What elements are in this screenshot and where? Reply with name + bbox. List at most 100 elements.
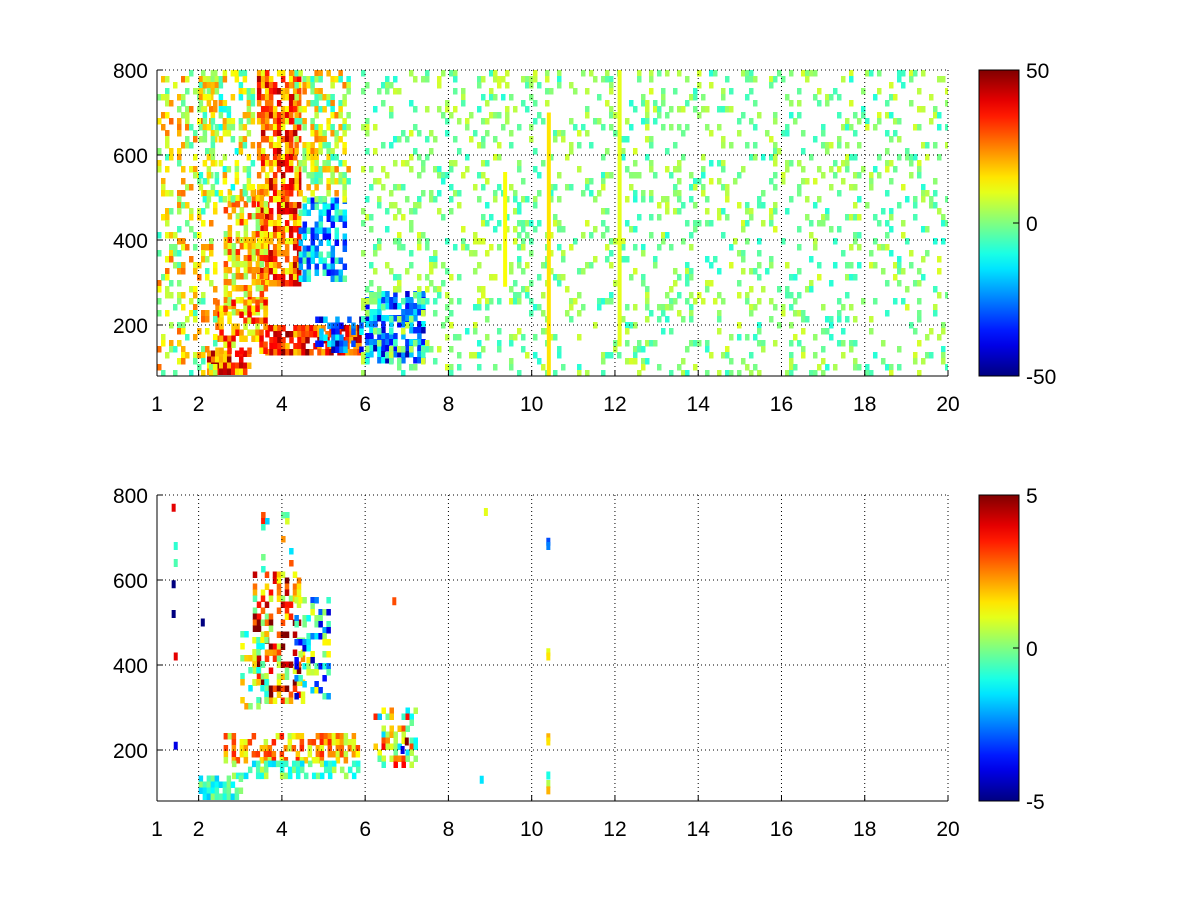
heatmap-cell (306, 184, 311, 191)
heatmap-cell (268, 184, 274, 191)
heatmap-cell (277, 343, 282, 350)
heatmap-cell (896, 70, 902, 77)
heatmap-cell (206, 793, 212, 800)
heatmap-cell (246, 362, 252, 369)
heatmap-cell (516, 166, 522, 173)
heatmap-cell (820, 130, 826, 137)
heatmap-cell (604, 256, 610, 263)
heatmap-cell (428, 130, 434, 137)
heatmap-cell (327, 751, 333, 758)
heatmap-cell (302, 597, 307, 604)
heatmap-cell (288, 118, 294, 125)
heatmap-cell (272, 685, 278, 692)
heatmap-cell (684, 346, 690, 353)
heatmap-cell (189, 208, 194, 215)
heatmap-cell (310, 124, 315, 131)
heatmap-cell (688, 184, 694, 191)
heatmap-cell (259, 291, 265, 298)
heatmap-cell (768, 316, 774, 323)
heatmap-cell (263, 255, 269, 262)
heatmap-cell (560, 136, 566, 143)
heatmap-cell (920, 184, 926, 191)
heatmap-cell (748, 70, 754, 77)
heatmap-cell (880, 244, 886, 251)
heatmap-cell (181, 190, 186, 197)
heatmap-cell (373, 345, 378, 352)
heatmap-cell (315, 340, 320, 347)
heatmap-cell (238, 775, 244, 782)
heatmap-cell (696, 178, 702, 185)
heatmap-cell (596, 190, 602, 197)
heatmap-cell (264, 214, 270, 221)
heatmap-cell (280, 184, 286, 191)
heatmap-cell (888, 364, 894, 371)
heatmap-cell (256, 94, 262, 101)
heatmap-cell (912, 154, 918, 161)
heatmap-cell (222, 196, 228, 203)
heatmap-cell (268, 178, 274, 185)
heatmap-cell (896, 154, 902, 161)
heatmap-cell (334, 178, 339, 185)
heatmap-cell (413, 755, 418, 762)
heatmap-cell (234, 76, 240, 83)
heatmap-cell (219, 305, 224, 312)
heatmap-cell (292, 154, 298, 161)
x-tick-label: 4 (276, 393, 288, 416)
heatmap-cell (260, 130, 266, 137)
heatmap-cell (500, 124, 506, 131)
heatmap-cell (256, 661, 262, 668)
heatmap-cell (205, 268, 210, 275)
heatmap-cell (409, 303, 414, 310)
heatmap-cell (322, 257, 328, 264)
heatmap-cell (424, 106, 430, 113)
heatmap-cell (764, 130, 770, 137)
heatmap-cell (532, 202, 538, 209)
heatmap-cell (396, 184, 402, 191)
heatmap-cell (296, 184, 302, 191)
heatmap-cell (242, 136, 248, 143)
heatmap-cell (243, 323, 248, 330)
heatmap-cell (213, 334, 218, 341)
heatmap-cell (189, 106, 194, 113)
heatmap-cell (335, 340, 340, 347)
heatmap-cell (876, 118, 882, 125)
heatmap-cell (856, 262, 862, 269)
heatmap-cell (716, 214, 722, 221)
heatmap-cell (476, 262, 482, 269)
heatmap-cell (331, 751, 337, 758)
heatmap-cell (568, 316, 574, 323)
heatmap-cell (209, 94, 214, 101)
heatmap-cell (314, 70, 319, 77)
heatmap-cell (365, 351, 370, 358)
heatmap-cell (289, 331, 294, 338)
heatmap-cell (720, 166, 726, 173)
heatmap-cell (213, 268, 218, 275)
heatmap-cell (932, 310, 938, 317)
heatmap-cell (284, 667, 290, 674)
heatmap-cell (664, 148, 670, 155)
heatmap-cell (214, 178, 220, 185)
heatmap-cell (896, 346, 902, 353)
heatmap-cell (408, 346, 414, 353)
heatmap-cell (400, 298, 406, 305)
heatmap-cell (552, 184, 558, 191)
heatmap-cell (540, 328, 546, 335)
heatmap-cell (696, 292, 702, 299)
heatmap-cell (177, 130, 182, 137)
heatmap-cell (908, 76, 914, 83)
heatmap-cell (243, 267, 249, 274)
heatmap-cell (292, 649, 298, 656)
heatmap-cell (280, 208, 286, 215)
heatmap-cell (157, 232, 162, 239)
heatmap-cell (716, 160, 722, 167)
heatmap-cell (684, 280, 690, 287)
heatmap-cell (256, 601, 262, 608)
heatmap-cell (388, 202, 394, 209)
heatmap-cell (852, 232, 858, 239)
heatmap-cell (636, 370, 642, 376)
heatmap-cell (484, 178, 490, 185)
heatmap-cell (177, 298, 182, 305)
heatmap-cell (780, 304, 786, 311)
heatmap-cell (476, 352, 482, 359)
heatmap-cell (317, 349, 322, 356)
